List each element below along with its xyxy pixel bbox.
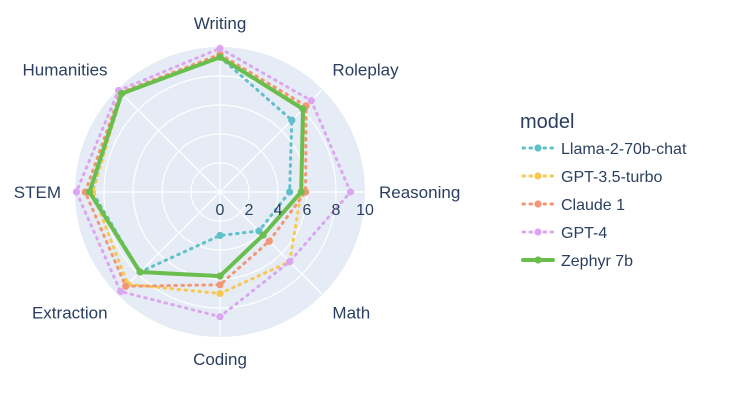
- data-point: [286, 188, 294, 196]
- radial-tick-label: 2: [245, 202, 254, 219]
- data-point: [259, 231, 267, 239]
- data-point: [85, 188, 94, 196]
- radial-tick-label: 10: [356, 202, 374, 219]
- legend-item[interactable]: GPT-4: [521, 225, 607, 242]
- legend-swatch-marker: [534, 256, 542, 264]
- data-point: [116, 287, 125, 296]
- axis-label-roleplay: Roleplay: [332, 61, 399, 80]
- axis-label-humanities: Humanities: [23, 61, 108, 80]
- data-point: [216, 289, 224, 298]
- legend-item[interactable]: Claude 1: [521, 197, 625, 214]
- data-point: [216, 231, 224, 240]
- legend-swatch-marker: [534, 144, 542, 152]
- series-zephyr-7b: [85, 53, 307, 280]
- data-point: [122, 282, 130, 290]
- axis-label-extraction: Extraction: [32, 303, 108, 322]
- series-layer: [72, 44, 355, 321]
- legend-label: Llama-2-70b-chat: [561, 141, 687, 158]
- radial-tick-labels: 0 2 4 6 8 10: [216, 202, 374, 219]
- data-point: [216, 44, 224, 53]
- legend-label: Claude 1: [561, 197, 625, 214]
- legend-label: GPT-3.5-turbo: [561, 169, 662, 186]
- radial-tick-label: 0: [216, 202, 225, 219]
- axis-label-math: Math: [332, 303, 370, 322]
- data-point: [136, 268, 144, 276]
- data-point: [118, 90, 126, 98]
- grid-spoke: [117, 191, 221, 295]
- legend-swatch-marker: [534, 172, 542, 180]
- legend-label: GPT-4: [561, 225, 607, 242]
- legend-title: model: [520, 111, 574, 133]
- axis-label-stem: STEM: [14, 183, 61, 202]
- data-point: [216, 313, 224, 321]
- radial-tick-label: 8: [332, 202, 341, 219]
- radial-tick-label: 4: [274, 202, 283, 219]
- radial-tick-label: 6: [303, 202, 312, 219]
- legend-item[interactable]: Llama-2-70b-chat: [521, 141, 687, 158]
- data-point: [297, 188, 305, 196]
- data-point: [286, 258, 294, 266]
- legend-label: Zephyr 7b: [561, 253, 633, 270]
- angular-axis-labels: Writing Roleplay Reasoning Math Coding Extrac…: [14, 14, 461, 369]
- data-point: [288, 116, 296, 124]
- legend: model Llama-2-70b-chat GPT-3.5-turbo Claud…: [520, 111, 687, 270]
- data-point: [216, 272, 224, 280]
- series-gpt-4: [72, 44, 355, 321]
- legend-swatch-marker: [534, 228, 542, 236]
- data-point: [299, 105, 307, 113]
- data-point: [346, 188, 355, 196]
- axis-label-reasoning: Reasoning: [379, 183, 460, 202]
- data-point: [216, 281, 224, 289]
- grid-spoke: [117, 89, 221, 193]
- data-point: [216, 53, 224, 61]
- series-line: [83, 52, 308, 288]
- data-point: [72, 188, 80, 196]
- data-point: [307, 97, 315, 105]
- legend-item[interactable]: Zephyr 7b: [521, 253, 633, 270]
- axis-label-coding: Coding: [193, 350, 247, 369]
- legend-item[interactable]: GPT-3.5-turbo: [521, 169, 662, 186]
- data-point: [265, 237, 273, 245]
- legend-swatch-marker: [534, 200, 542, 208]
- axis-label-writing: Writing: [194, 14, 247, 33]
